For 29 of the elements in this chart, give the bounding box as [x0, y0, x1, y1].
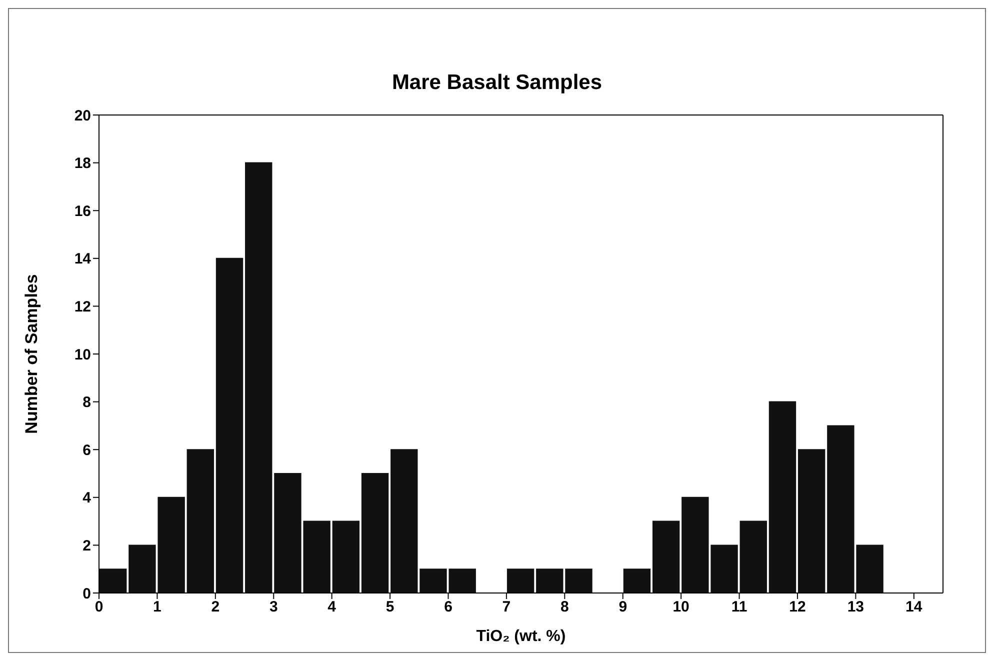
y-axis-title: Number of Samples: [22, 274, 42, 434]
y-tick-label: 18: [74, 155, 91, 172]
y-tick-label: 20: [74, 107, 91, 124]
y-tick-label: 6: [82, 442, 91, 459]
x-tick-label: 3: [269, 598, 278, 616]
x-tick-label: 10: [672, 598, 690, 616]
y-tick-label: 2: [82, 538, 91, 555]
x-tick-label: 0: [94, 598, 104, 616]
y-tick-label: 14: [74, 250, 92, 268]
x-tick-label: 7: [502, 598, 511, 616]
x-tick-label: 11: [731, 598, 748, 616]
x-tick-label: 5: [386, 598, 394, 616]
x-tick-label: 9: [618, 598, 628, 616]
x-axis-title: TiO₂ (wt. %): [476, 628, 566, 645]
y-tick-label: 8: [82, 394, 91, 412]
x-tick-label: 14: [906, 598, 923, 616]
y-tick-label: 12: [74, 298, 91, 316]
x-tick-label: 13: [847, 598, 864, 616]
x-tick-label: 2: [211, 598, 220, 616]
y-tick-label: 16: [74, 202, 91, 220]
x-tick-label: 4: [328, 598, 337, 616]
x-tick-label: 1: [153, 598, 162, 616]
y-tick-label: 10: [74, 346, 91, 364]
x-tick-label: 6: [444, 598, 452, 616]
y-tick-label: 0: [82, 585, 91, 602]
y-tick-label: 4: [82, 490, 92, 507]
x-tick-label: 8: [560, 598, 569, 616]
chart-title: Mare Basalt Samples: [390, 71, 604, 95]
x-tick-label: 12: [789, 598, 806, 616]
